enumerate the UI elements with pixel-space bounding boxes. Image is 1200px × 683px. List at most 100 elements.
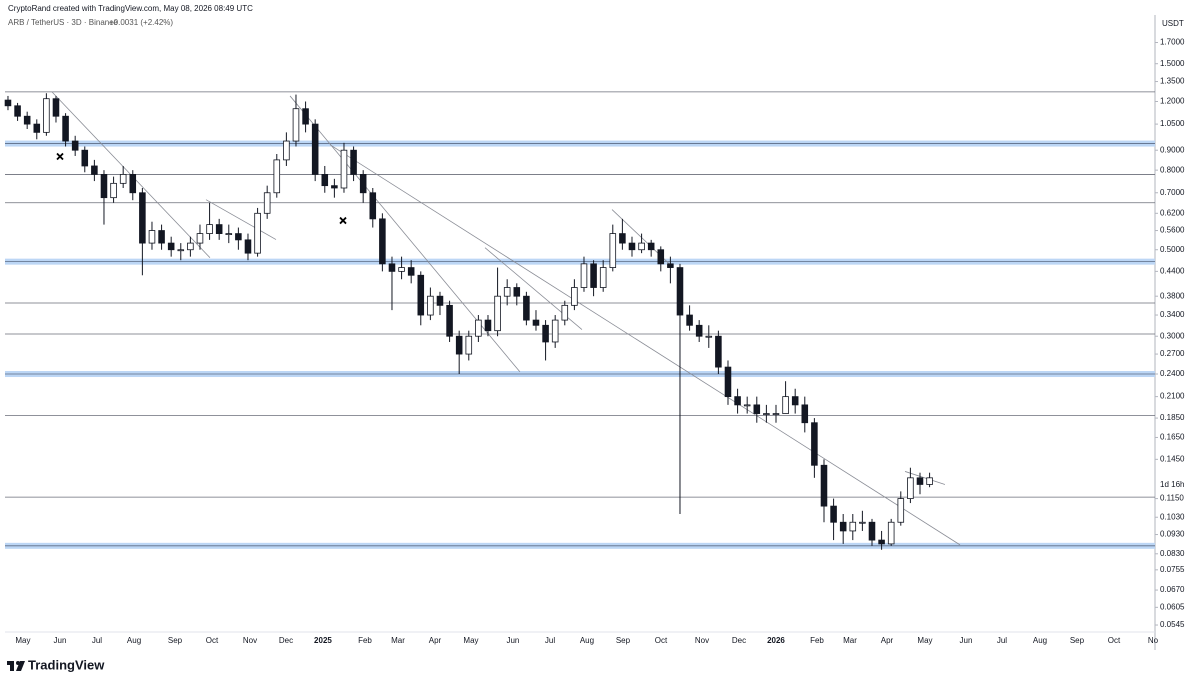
y-tick-label: 0.0670 <box>1160 585 1185 594</box>
candle-body <box>52 98 60 117</box>
x-tick-label: Nov <box>243 636 257 645</box>
x-tick-label: Jun <box>54 636 67 645</box>
candle-body <box>33 123 41 133</box>
x-tick-label: Mar <box>843 636 857 645</box>
candle-body <box>839 521 847 532</box>
candle-body <box>359 174 367 194</box>
y-tick-label: 1.3500 <box>1160 77 1185 86</box>
y-tick-label: 0.0755 <box>1160 565 1185 574</box>
y-tick-label: 0.2700 <box>1160 349 1185 358</box>
footer-brand: TradingView <box>28 657 105 672</box>
candle-body <box>859 521 866 524</box>
x-tick-label: May <box>463 636 478 645</box>
x-tick-label: No <box>1148 636 1159 645</box>
footer-logo: TradingView <box>7 657 105 672</box>
y-tick-label: 0.1150 <box>1160 494 1184 503</box>
y-tick-label: 1.0500 <box>1160 119 1185 128</box>
trendline <box>329 144 961 546</box>
y-tick-label: 0.1450 <box>1160 454 1185 463</box>
candle-body <box>62 115 69 142</box>
currency: USDT <box>1162 19 1184 28</box>
y-tick-label: 0.7000 <box>1160 188 1185 197</box>
candle-body <box>119 174 127 184</box>
candle-body <box>427 295 434 316</box>
y-tick-label: 0.3000 <box>1160 331 1185 340</box>
candle-body <box>129 174 137 194</box>
x-tick-label: Jul <box>92 636 102 645</box>
x-tick-label: Aug <box>580 636 594 645</box>
x-tick-label: Apr <box>429 636 442 645</box>
candle-body <box>801 404 809 424</box>
y-tick-label: 0.1030 <box>1160 512 1185 521</box>
candle-body <box>321 174 329 187</box>
candle-body <box>187 242 194 251</box>
candle-body <box>782 396 789 414</box>
candle-body <box>878 539 885 545</box>
x-tick-label: Nov <box>695 636 709 645</box>
candle-body <box>916 477 924 485</box>
candle-body <box>772 413 780 415</box>
x-tick-label: Sep <box>1070 636 1085 645</box>
y-tick-label: 0.6200 <box>1160 208 1185 217</box>
candle-body <box>148 230 156 244</box>
candle-body <box>513 287 521 297</box>
candle-body <box>628 242 636 251</box>
candle-body <box>4 99 12 107</box>
candle-body <box>139 192 146 244</box>
x-tick-label: Sep <box>168 636 183 645</box>
x-tick-label: Oct <box>1108 636 1121 645</box>
y-tick-label: 0.4400 <box>1160 266 1185 275</box>
y-tick-label: 0.2400 <box>1160 369 1185 378</box>
y-tick-label: 0.5600 <box>1160 226 1185 235</box>
x-tick-label: Oct <box>655 636 668 645</box>
x-tick-label: Sep <box>616 636 631 645</box>
candle-body <box>379 218 386 265</box>
trendline <box>205 199 277 240</box>
candle-body <box>686 314 693 326</box>
cross-marker <box>56 152 64 161</box>
candle-body <box>551 319 559 343</box>
candle-body <box>302 108 309 125</box>
x-tick-label: Dec <box>732 636 746 645</box>
candle-body <box>417 274 425 316</box>
candle-body <box>215 224 223 234</box>
candle-body <box>244 239 252 254</box>
candle-body <box>667 263 674 268</box>
candle-body <box>254 212 261 254</box>
y-tick-label: 0.9000 <box>1160 145 1185 154</box>
candle-body <box>724 366 732 398</box>
y-tick-label: 0.5000 <box>1160 245 1185 254</box>
y-tick-label: 0.1650 <box>1160 433 1185 442</box>
x-tick-label: 2026 <box>767 636 785 645</box>
candle-body <box>715 335 722 368</box>
x-tick-label: Aug <box>1033 636 1047 645</box>
candle-body <box>167 242 175 251</box>
candle-body <box>340 149 348 189</box>
candle-body <box>494 295 501 332</box>
candle-body <box>446 304 453 337</box>
candle-body <box>91 165 98 175</box>
change: +0.0031 (+2.42%) <box>109 18 173 27</box>
symbol: ARB / TetherUS · 3D · Binance <box>8 18 118 27</box>
trendline <box>904 471 946 485</box>
candle-body <box>753 404 761 414</box>
candle-body <box>820 464 828 507</box>
y-tick-label: 0.0930 <box>1160 530 1185 539</box>
y-tick-label: 0.3400 <box>1160 310 1185 319</box>
candle-body <box>43 98 50 133</box>
candle-body <box>225 233 233 235</box>
candle-body <box>388 263 396 272</box>
candle-body <box>561 304 569 321</box>
x-tick-label: Oct <box>206 636 219 645</box>
candle-body <box>235 233 242 241</box>
candle-body <box>676 267 684 316</box>
y-tick-label: 0.0605 <box>1160 602 1185 611</box>
candle-body <box>158 230 165 244</box>
x-tick-label: Jun <box>960 636 973 645</box>
candle-body <box>571 287 578 306</box>
candle-body <box>619 233 626 244</box>
x-tick-label: Feb <box>810 636 824 645</box>
candle-body <box>868 521 876 541</box>
candle-body <box>283 140 290 161</box>
